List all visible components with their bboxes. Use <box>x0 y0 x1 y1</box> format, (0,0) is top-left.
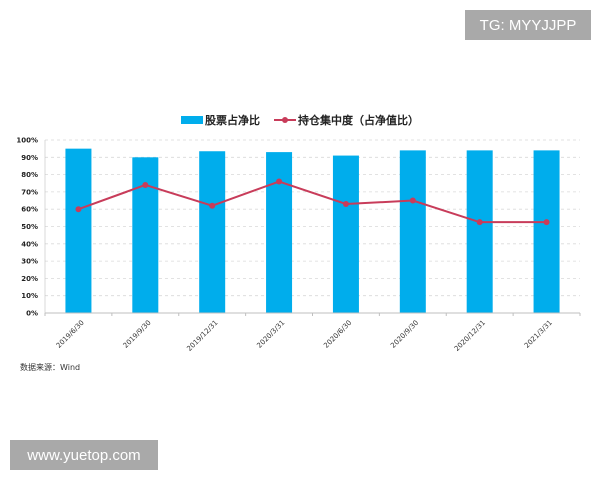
x-tick-label: 2020/3/31 <box>255 319 286 350</box>
y-tick-label: 30% <box>21 258 38 266</box>
line-data-point <box>75 206 82 213</box>
x-tick-label: 2019/9/30 <box>122 319 153 350</box>
line-data-point <box>209 202 216 209</box>
x-tick-label: 2020/9/30 <box>389 319 420 350</box>
y-tick-label: 100% <box>16 137 38 145</box>
watermark-top-right: TG: MYYJJPP <box>465 10 591 40</box>
bar <box>132 157 159 313</box>
bar-swatch-icon <box>181 116 203 124</box>
bar <box>332 155 359 313</box>
source-note: 数据来源：Wind <box>20 363 81 372</box>
chart-legend: 股票占净比 持仓集中度（占净值比） <box>0 110 600 130</box>
bar <box>266 152 293 313</box>
y-tick-label: 40% <box>21 240 38 248</box>
bar <box>65 148 92 313</box>
line-data-point <box>543 219 550 226</box>
concentration-line <box>78 180 547 224</box>
y-tick-label: 20% <box>21 275 38 283</box>
legend-item-line: 持仓集中度（占净值比） <box>274 112 419 128</box>
x-tick-label: 2020/6/30 <box>322 319 353 350</box>
line-data-point <box>342 201 349 208</box>
y-tick-label: 70% <box>21 188 38 196</box>
bar <box>466 150 493 313</box>
x-tick-label: 2019/12/31 <box>185 319 219 353</box>
y-tick-label: 60% <box>21 206 38 214</box>
line-data-point <box>276 178 283 185</box>
chart-plot-area: 0% 10% 20% 30% 40% 50% 60% 70% 80% 90% 100% 2019/6/… <box>16 137 581 353</box>
x-tick-label: 2019/6/30 <box>55 319 86 350</box>
bar <box>199 151 226 313</box>
y-tick-label: 90% <box>21 154 38 162</box>
bar <box>533 150 560 313</box>
watermark-bottom-left: www.yuetop.com <box>10 440 158 470</box>
y-tick-label: 0% <box>26 310 38 318</box>
legend-item-bar: 股票占净比 <box>181 112 260 128</box>
legend-label-bar: 股票占净比 <box>205 114 260 127</box>
legend-label-line: 持仓集中度（占净值比） <box>298 114 419 127</box>
y-tick-label: 10% <box>21 292 38 300</box>
line-marker-swatch-icon <box>274 116 296 124</box>
line-data-point <box>476 219 483 226</box>
bar <box>399 150 426 313</box>
line-data-point <box>142 181 149 188</box>
y-tick-label: 50% <box>21 223 38 231</box>
y-tick-label: 80% <box>21 171 38 179</box>
x-tick-label: 2020/12/31 <box>453 319 487 353</box>
x-tick-label: 2021/3/31 <box>523 319 554 350</box>
line-data-point <box>409 197 416 204</box>
